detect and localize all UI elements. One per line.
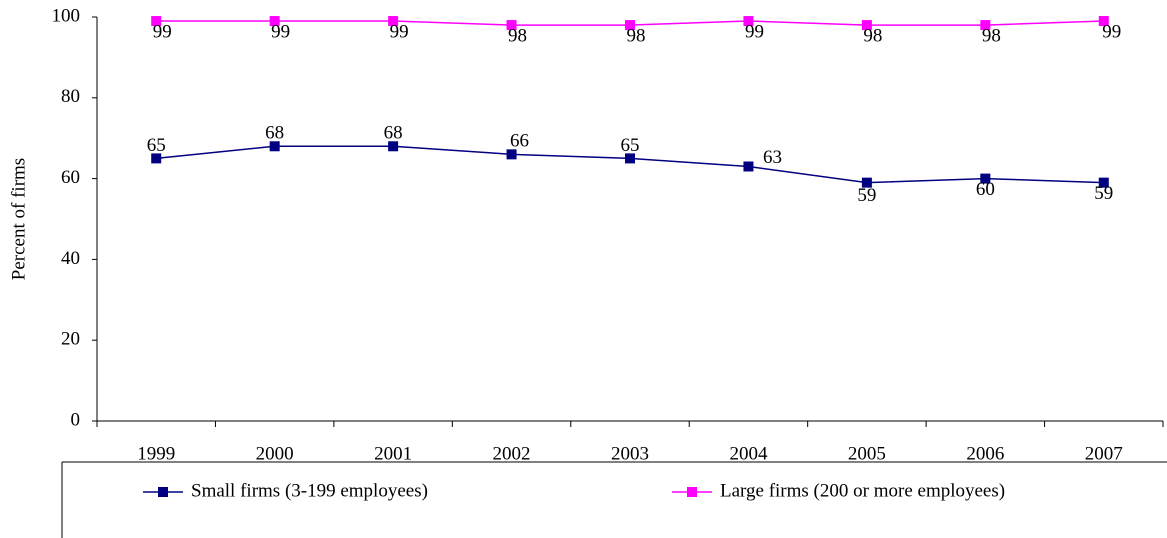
data-label: 99 — [745, 21, 764, 42]
marker — [506, 149, 517, 160]
x-tick-label: 2007 — [1085, 443, 1123, 464]
marker — [269, 141, 280, 152]
marker — [861, 177, 872, 188]
marker — [743, 16, 754, 27]
y-tick-label: 80 — [61, 86, 80, 107]
marker — [388, 141, 399, 152]
y-tick-label: 60 — [61, 167, 80, 188]
x-tick-label: 2003 — [611, 443, 649, 464]
data-label: 65 — [147, 135, 166, 156]
marker — [151, 16, 162, 27]
data-label: 99 — [390, 21, 409, 42]
y-tick-label: 100 — [52, 5, 81, 26]
data-label: 99 — [153, 21, 172, 42]
x-tick-label: 2005 — [848, 443, 886, 464]
data-label: 59 — [857, 185, 876, 206]
marker — [743, 161, 754, 172]
data-label: 98 — [508, 25, 527, 46]
marker — [388, 16, 399, 27]
marker — [269, 16, 280, 27]
legend-marker — [158, 487, 168, 497]
marker — [1098, 177, 1109, 188]
marker — [506, 20, 517, 31]
marker — [151, 153, 162, 164]
x-tick-label: 2000 — [256, 443, 294, 464]
data-label: 59 — [1094, 183, 1113, 204]
y-tick-label: 20 — [61, 329, 80, 350]
data-label: 99 — [271, 21, 290, 42]
y-tick-label: 0 — [71, 409, 81, 430]
legend-label: Small firms (3-199 employees) — [191, 480, 428, 501]
data-label: 63 — [763, 147, 782, 168]
marker — [861, 20, 872, 31]
legend-label: Large firms (200 or more employees) — [720, 480, 1005, 501]
data-label: 68 — [384, 123, 403, 144]
x-tick-label: 2002 — [493, 443, 531, 464]
marker — [980, 173, 991, 184]
data-label: 65 — [621, 135, 640, 156]
data-label: 66 — [510, 131, 529, 152]
data-label: 60 — [976, 179, 995, 200]
data-label: 98 — [863, 25, 882, 46]
legend — [61, 461, 1167, 538]
x-tick-label: 1999 — [137, 443, 175, 464]
marker — [625, 20, 635, 31]
data-label: 98 — [627, 25, 646, 46]
data-label: 99 — [1102, 21, 1121, 42]
x-tick-label: 2006 — [966, 443, 1004, 464]
y-axis-title: Percent of firms — [8, 158, 29, 280]
marker — [625, 153, 635, 164]
y-tick-label: 40 — [61, 248, 80, 269]
x-tick-label: 2004 — [729, 443, 768, 464]
data-label: 68 — [265, 123, 284, 144]
data-label: 98 — [982, 25, 1001, 46]
marker — [980, 20, 991, 31]
marker — [1098, 16, 1109, 27]
legend-marker — [687, 487, 697, 497]
x-tick-label: 2001 — [374, 443, 412, 464]
